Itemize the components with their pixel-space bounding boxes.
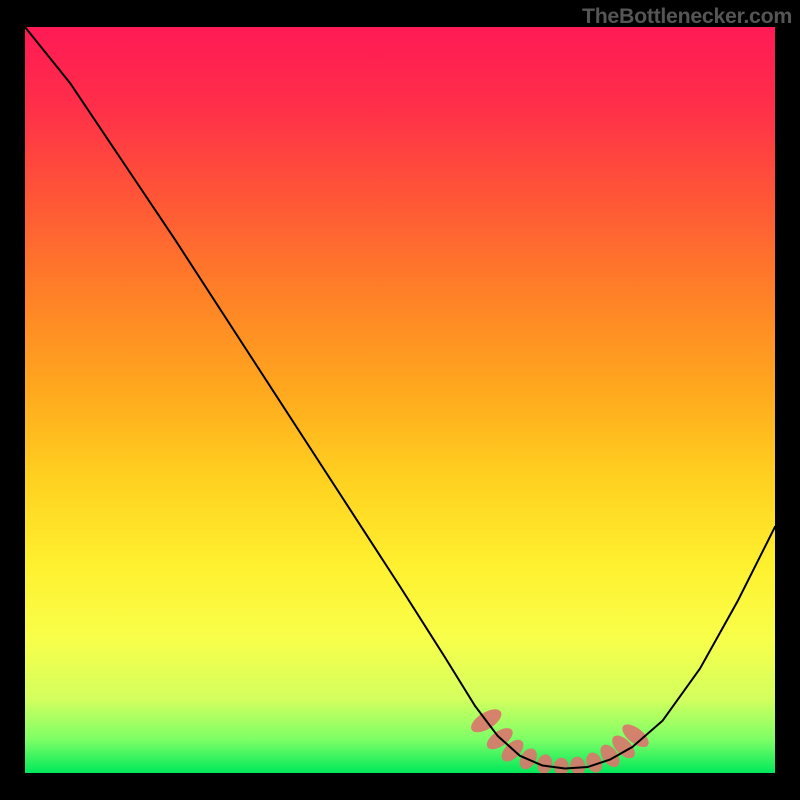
bottleneck-marker-band — [467, 705, 652, 773]
chart-svg-layer — [25, 27, 775, 773]
chart-plot-area — [25, 27, 775, 773]
marker-segment — [554, 758, 569, 773]
watermark-text: TheBottlenecker.com — [582, 4, 792, 29]
bottleneck-curve — [25, 27, 775, 769]
marker-segment — [569, 755, 587, 773]
